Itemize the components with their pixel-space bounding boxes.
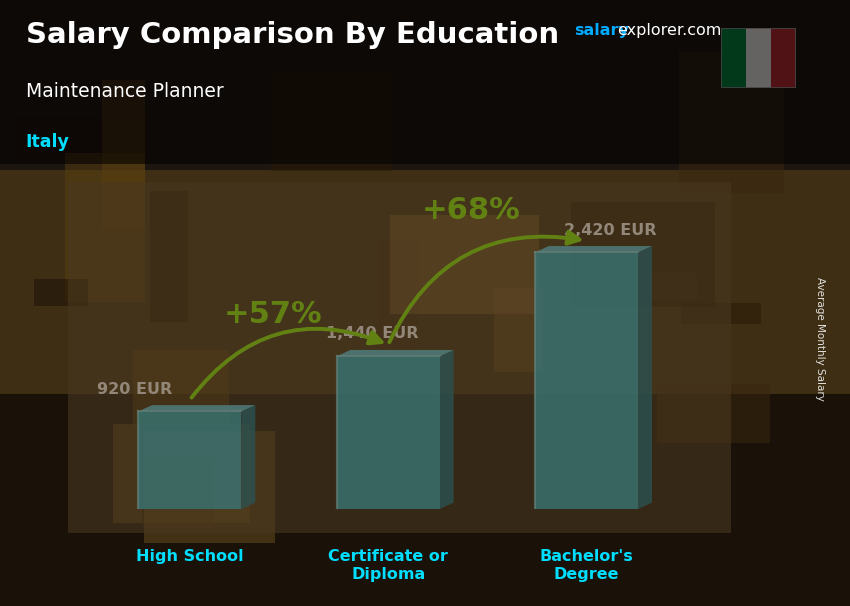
Text: +57%: +57% — [224, 300, 322, 328]
Text: 2,420 EUR: 2,420 EUR — [564, 222, 656, 238]
Text: High School: High School — [136, 549, 244, 564]
Polygon shape — [535, 246, 652, 252]
Text: explorer.com: explorer.com — [617, 23, 722, 38]
Bar — [745, 28, 771, 88]
Text: 920 EUR: 920 EUR — [97, 382, 172, 396]
Text: Salary Comparison By Education: Salary Comparison By Education — [26, 21, 558, 49]
Bar — [535, 252, 638, 509]
Text: Certificate or
Diploma: Certificate or Diploma — [328, 549, 448, 582]
Polygon shape — [241, 405, 255, 509]
Text: 1,440 EUR: 1,440 EUR — [326, 327, 418, 342]
Text: Bachelor's
Degree: Bachelor's Degree — [540, 549, 633, 582]
Text: salary: salary — [574, 23, 629, 38]
Polygon shape — [439, 350, 454, 509]
Bar — [721, 28, 745, 88]
Polygon shape — [337, 350, 454, 356]
Text: +68%: +68% — [422, 196, 521, 225]
Text: Maintenance Planner: Maintenance Planner — [26, 82, 224, 101]
Bar — [771, 28, 796, 88]
Bar — [337, 356, 439, 509]
Polygon shape — [638, 246, 652, 509]
Text: Average Monthly Salary: Average Monthly Salary — [815, 278, 825, 401]
Text: Italy: Italy — [26, 133, 70, 152]
Polygon shape — [139, 405, 255, 411]
Bar — [139, 411, 241, 509]
